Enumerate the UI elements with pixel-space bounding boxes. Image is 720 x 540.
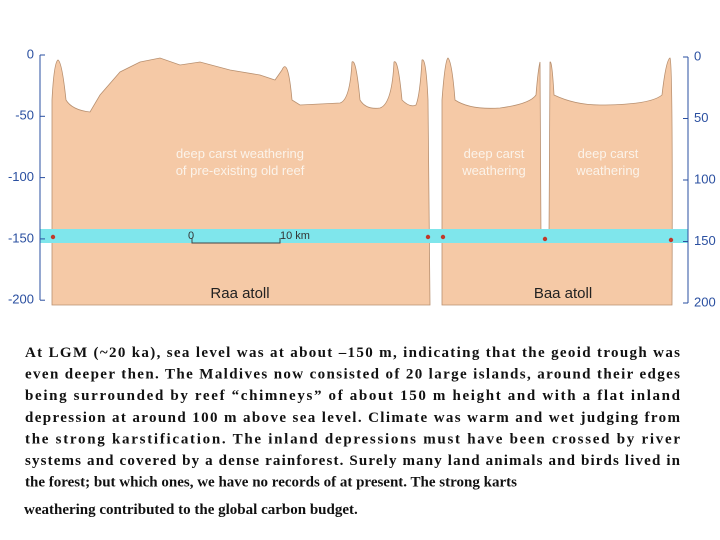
- raa-atoll-shape: [51, 57, 431, 306]
- sea-level-band: [40, 229, 688, 243]
- left-tick-label: -50: [15, 108, 34, 123]
- left-tick-label: -150: [8, 230, 34, 245]
- left-tick-label: -200: [8, 292, 34, 307]
- scale-start: 0: [188, 230, 194, 242]
- caption-line: weathering contributed to the global car…: [24, 502, 358, 518]
- raa-label-2: of pre-existing old reef: [176, 163, 305, 178]
- axes: 0 -50 -100 -150 -200 0 50 100 150 200: [8, 46, 716, 309]
- right-tick-label: 150: [694, 233, 716, 248]
- raa-label-1: deep carst weathering: [176, 146, 304, 161]
- baa-right-label-1: deep carst: [578, 146, 639, 161]
- left-tick-label: 0: [27, 46, 34, 61]
- dot: [425, 234, 431, 240]
- scale-end: 10 km: [280, 230, 310, 242]
- right-tick-label: 0: [694, 48, 701, 63]
- right-tick-label: 200: [694, 294, 716, 309]
- caption-line: being surrounded by reef “chimneys” of a…: [25, 388, 681, 404]
- raa-atoll-label: Raa atoll: [210, 285, 269, 302]
- dot: [440, 234, 446, 240]
- caption: At LGM (~20 ka), sea level was at about …: [24, 345, 681, 518]
- baa-left-label-2: weathering: [461, 163, 526, 178]
- right-tick-label: 50: [694, 110, 708, 125]
- baa-atoll-label: Baa atoll: [534, 285, 592, 302]
- caption-line: the strong karstification. The inland de…: [25, 431, 680, 447]
- caption-line: systems and covered by a dense rainfores…: [25, 453, 681, 469]
- caption-line: depression at around 100 m above sea lev…: [25, 410, 681, 426]
- scale-bar: [191, 238, 281, 244]
- caption-line: the forest; but which ones, we have no r…: [25, 475, 517, 491]
- dot: [542, 236, 548, 242]
- caption-line: At LGM (~20 ka), sea level was at about …: [25, 345, 680, 361]
- baa-left-label-1: deep carst: [464, 146, 525, 161]
- dot: [668, 237, 674, 243]
- left-tick-label: -100: [8, 169, 34, 184]
- reef-dots: [50, 234, 674, 243]
- right-tick-label: 100: [694, 171, 716, 186]
- caption-line: even deeper then. The Maldives now consi…: [25, 367, 680, 383]
- cross-section: 0 10 km deep carst weathering of pre-exi…: [39, 55, 689, 306]
- baa-atoll-shape: [441, 57, 673, 306]
- baa-right-label-2: weathering: [575, 163, 640, 178]
- dot: [50, 234, 56, 240]
